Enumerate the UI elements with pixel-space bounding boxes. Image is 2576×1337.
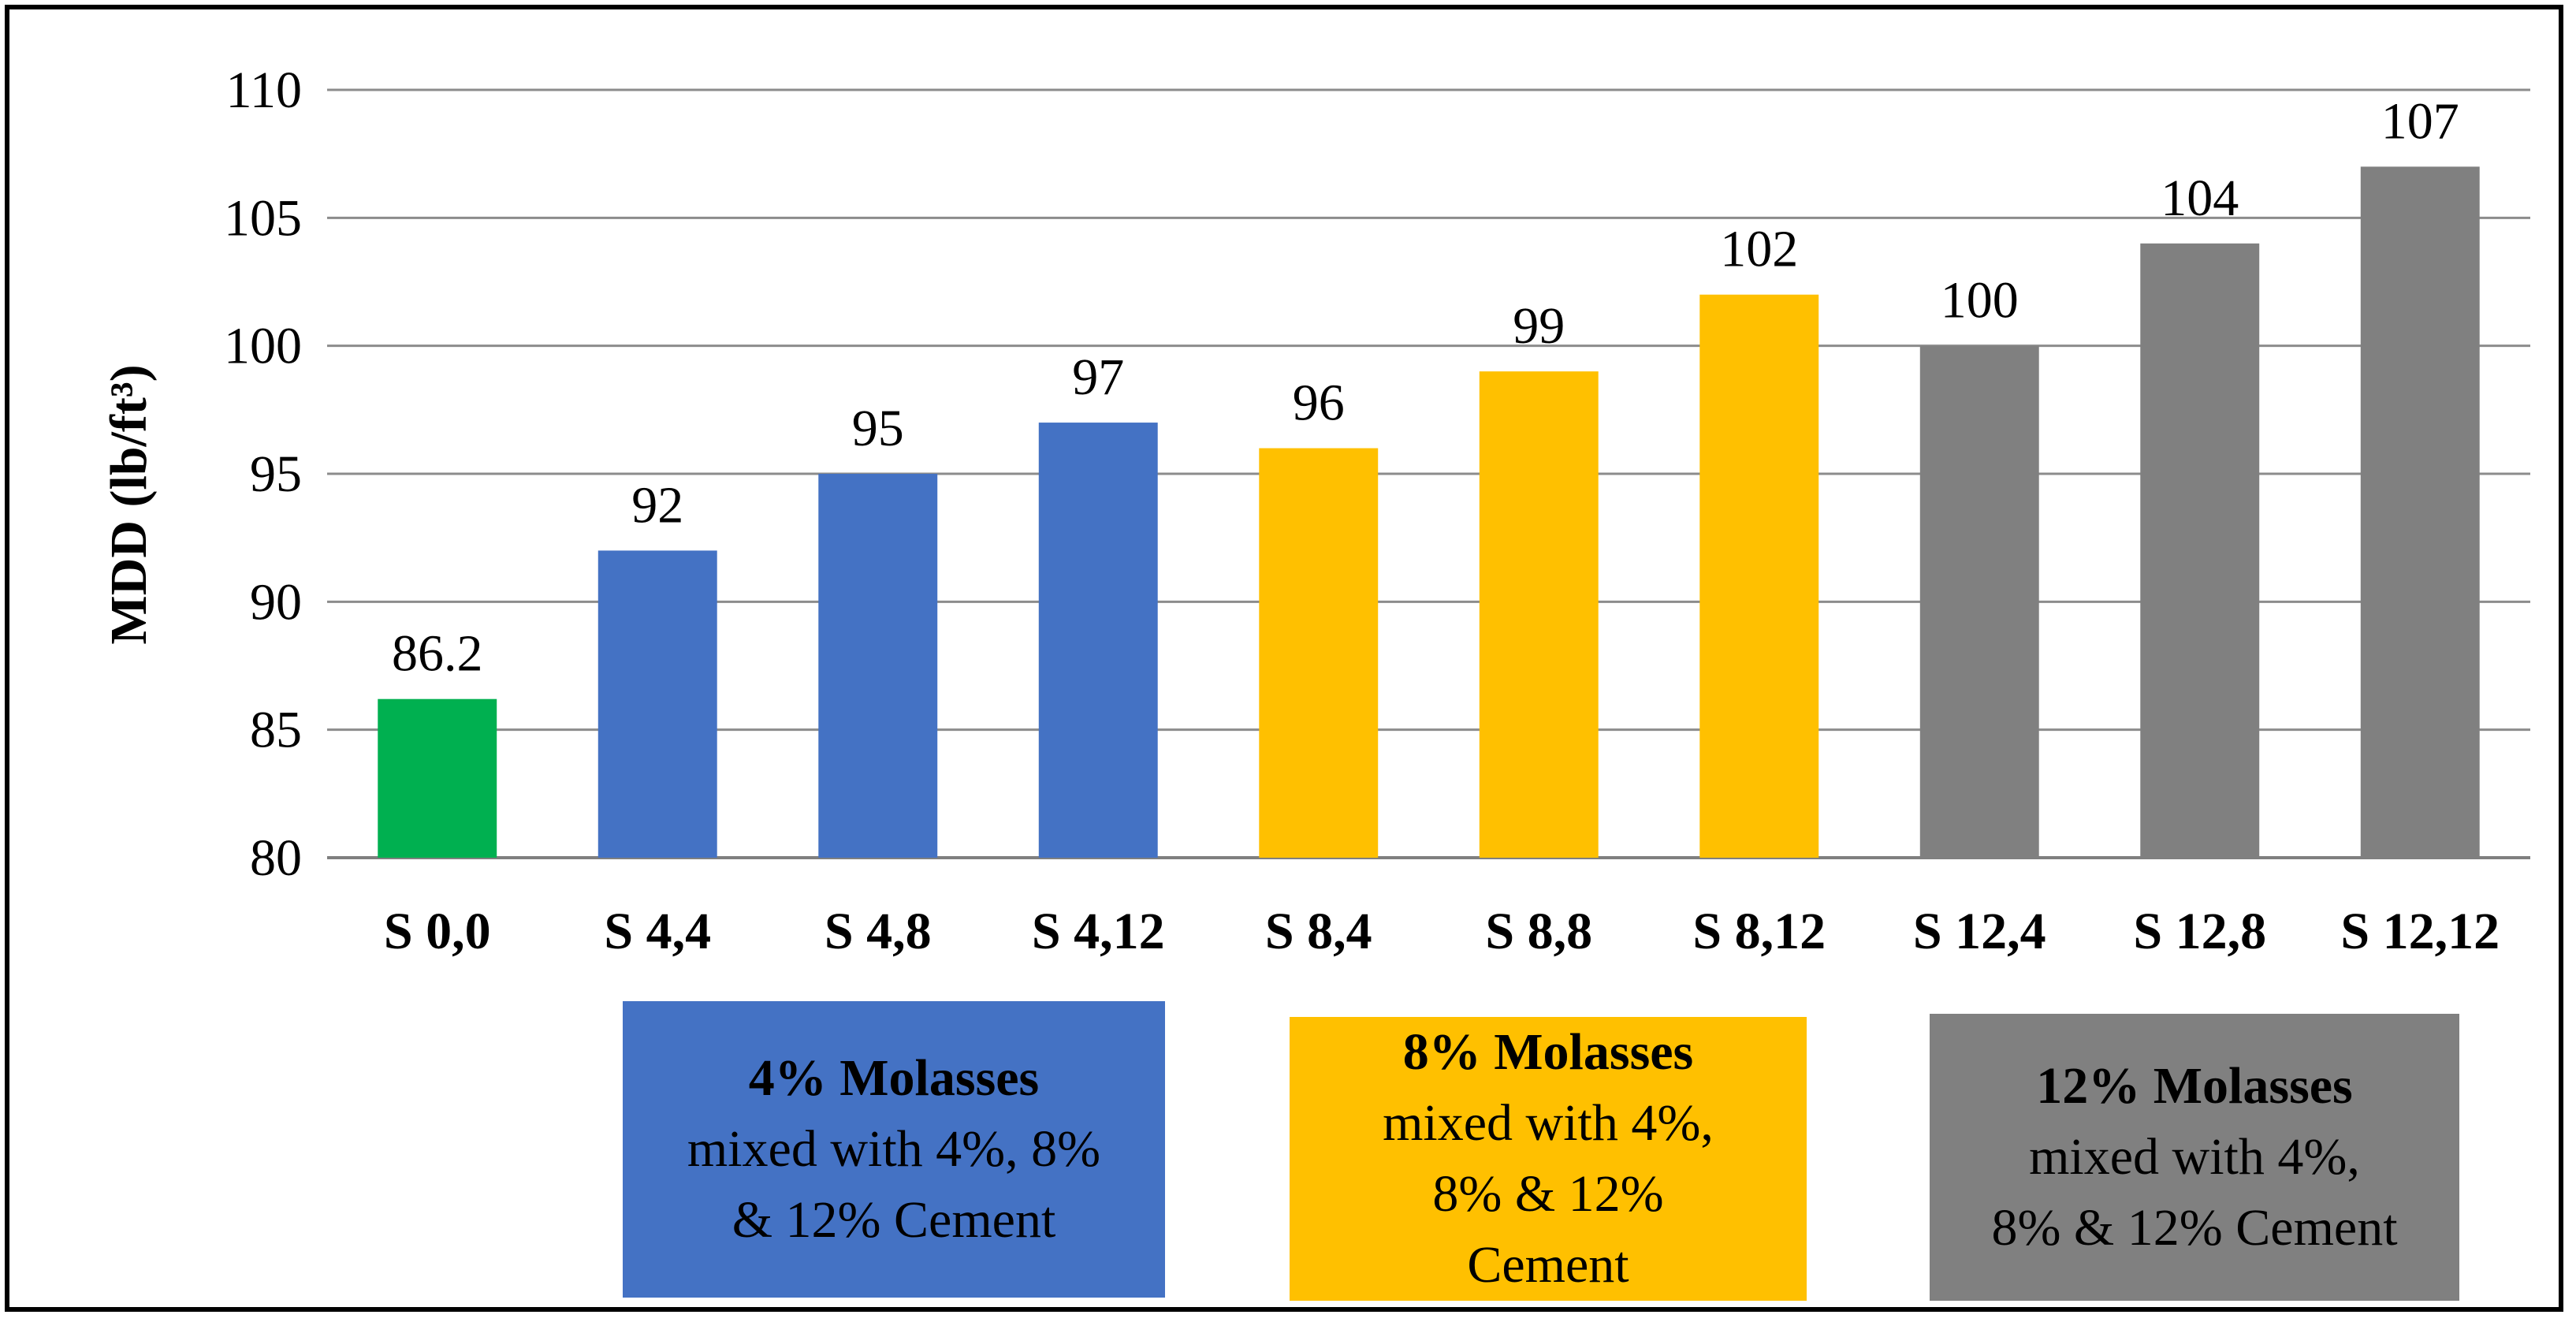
data-labels: 86.2 92 95 97 96 99 102 100 104 107 [392, 92, 2459, 682]
x-tick-label: S 4,12 [1032, 903, 1165, 960]
legend-title: 12% Molasses [2036, 1057, 2353, 1115]
legend-description: mixed with 4%, 8% & 12% Cement [687, 1120, 1101, 1249]
bar-s-0-0 [378, 698, 497, 858]
bar-s-4-4 [597, 550, 717, 858]
y-tick-label: 100 [224, 318, 302, 375]
bar-s-12-8 [2140, 243, 2260, 858]
x-tick-label: S 12,8 [2133, 903, 2266, 960]
x-axis-categories: S 0,0 S 4,4 S 4,8 S 4,12 S 8,4 S 8,8 S 8,12 S 1… [384, 903, 2500, 960]
x-tick-label: S 8,12 [1692, 903, 1826, 960]
x-tick-label: S 0,0 [384, 903, 491, 960]
x-tick-label: S 12,4 [1913, 903, 2046, 960]
data-label: 99 [1513, 297, 1565, 355]
data-label: 100 [1941, 272, 2019, 330]
y-tick-label: 90 [250, 573, 302, 631]
bar-s-12-4 [1919, 345, 2039, 858]
y-axis-label: MDD (lb/ft³) [100, 364, 158, 644]
y-tick-label: 105 [224, 189, 302, 247]
y-axis-ticks: 80 85 90 95 100 105 110 [224, 61, 302, 887]
legend-title: 8% Molasses [1402, 1023, 1694, 1081]
bar-s-8-12 [1699, 294, 1819, 858]
bar-s-4-8 [818, 474, 938, 858]
legend-title: 4% Molasses [748, 1049, 1040, 1107]
bar-s-12-12 [2360, 166, 2480, 858]
y-tick-label: 85 [250, 702, 302, 759]
legend-12-percent-molasses: 12% Molasses mixed with 4%, 8% & 12% Cem… [1930, 1014, 2459, 1301]
legend-8-percent-molasses: 8% Molasses mixed with 4%, 8% & 12% Ceme… [1290, 1017, 1807, 1301]
x-tick-label: S 12,12 [2340, 903, 2500, 960]
data-label: 107 [2381, 92, 2459, 150]
x-tick-label: S 8,8 [1485, 903, 1592, 960]
bar-s-8-8 [1479, 371, 1599, 858]
data-label: 96 [1293, 374, 1345, 432]
x-tick-label: S 4,4 [604, 903, 711, 960]
data-label: 86.2 [392, 625, 483, 683]
data-label: 102 [1720, 221, 1798, 278]
data-label: 97 [1072, 348, 1124, 406]
legend-4-percent-molasses: 4% Molasses mixed with 4%, 8% & 12% Ceme… [623, 1001, 1165, 1298]
x-tick-label: S 8,4 [1265, 903, 1372, 960]
y-tick-label: 95 [250, 445, 302, 503]
bars [378, 166, 2480, 858]
data-label: 104 [2161, 169, 2239, 227]
bar-s-8-4 [1259, 448, 1379, 858]
chart-frame [5, 5, 2563, 1312]
legend-description: mixed with 4%, 8% & 12% Cement [1383, 1094, 1714, 1294]
y-tick-label: 110 [225, 61, 302, 119]
y-tick-label: 80 [250, 829, 302, 887]
data-label: 92 [631, 476, 683, 534]
x-tick-label: S 4,8 [825, 903, 932, 960]
legend-description: mixed with 4%, 8% & 12% Cement [1991, 1128, 2398, 1257]
bar-s-4-12 [1038, 423, 1158, 858]
data-label: 95 [852, 400, 904, 457]
